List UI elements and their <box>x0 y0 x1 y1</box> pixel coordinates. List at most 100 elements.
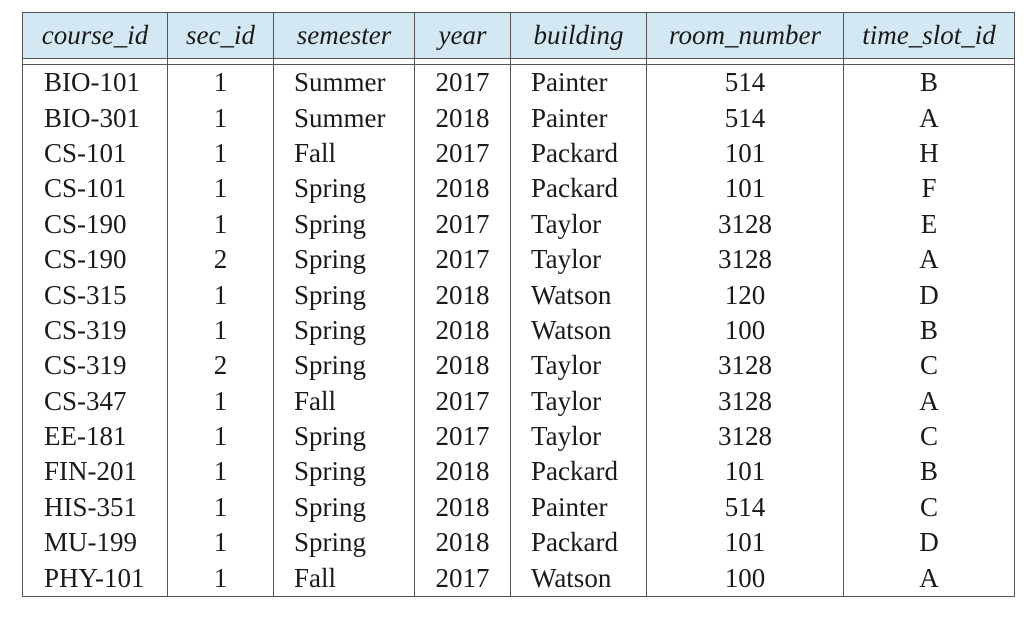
header-row: course_id sec_id semester year building … <box>22 12 1015 59</box>
cell-room-number: 3128 <box>646 383 844 419</box>
cell-room-number: 3128 <box>646 241 844 278</box>
column-header-building: building <box>510 12 647 59</box>
cell-sec-id: 1 <box>167 64 274 101</box>
cell-year: 2018 <box>414 454 511 490</box>
cell-course-id: CS-319 <box>22 312 168 349</box>
cell-sec-id: 1 <box>167 135 274 172</box>
cell-time-slot-id: C <box>843 348 1015 384</box>
cell-year: 2018 <box>414 348 511 384</box>
section-table-container: course_id sec_id semester year building … <box>22 12 1015 608</box>
cell-semester: Fall <box>273 135 415 172</box>
cell-semester: Spring <box>273 277 415 313</box>
cell-course-id: CS-315 <box>22 277 168 313</box>
cell-building: Taylor <box>510 206 647 242</box>
cell-room-number: 101 <box>646 171 844 207</box>
cell-course-id: MU-199 <box>22 525 168 561</box>
cell-semester: Summer <box>273 64 415 101</box>
cell-building: Taylor <box>510 241 647 278</box>
cell-semester: Spring <box>273 525 415 561</box>
table-row: CS-190 2 Spring 2017 Taylor 3128 A <box>22 241 1015 278</box>
table-row: HIS-351 1 Spring 2018 Painter 514 C <box>22 489 1015 526</box>
section-table: course_id sec_id semester year building … <box>22 12 1015 597</box>
cell-room-number: 100 <box>646 560 844 597</box>
cell-building: Packard <box>510 525 647 561</box>
cell-course-id: BIO-101 <box>22 64 168 101</box>
cell-time-slot-id: B <box>843 312 1015 349</box>
table-row: CS-101 1 Fall 2017 Packard 101 H <box>22 135 1015 172</box>
cell-year: 2018 <box>414 312 511 349</box>
cell-time-slot-id: A <box>843 560 1015 597</box>
cell-semester: Spring <box>273 312 415 349</box>
cell-course-id: CS-347 <box>22 383 168 419</box>
cell-time-slot-id: D <box>843 277 1015 313</box>
cell-building: Packard <box>510 171 647 207</box>
cell-time-slot-id: B <box>843 64 1015 101</box>
cell-sec-id: 1 <box>167 277 274 313</box>
cell-building: Taylor <box>510 418 647 455</box>
cell-year: 2018 <box>414 100 511 136</box>
cell-semester: Spring <box>273 171 415 207</box>
cell-time-slot-id: H <box>843 135 1015 172</box>
cell-room-number: 101 <box>646 135 844 172</box>
cell-sec-id: 2 <box>167 241 274 278</box>
cell-building: Taylor <box>510 348 647 384</box>
cell-room-number: 101 <box>646 525 844 561</box>
table-header: course_id sec_id semester year building … <box>22 12 1015 65</box>
cell-time-slot-id: E <box>843 206 1015 242</box>
cell-time-slot-id: A <box>843 241 1015 278</box>
cell-building: Painter <box>510 489 647 526</box>
cell-year: 2017 <box>414 206 511 242</box>
cell-sec-id: 1 <box>167 454 274 490</box>
column-header-sec-id: sec_id <box>167 12 274 59</box>
cell-sec-id: 1 <box>167 383 274 419</box>
cell-room-number: 514 <box>646 100 844 136</box>
cell-year: 2017 <box>414 383 511 419</box>
cell-course-id: CS-190 <box>22 241 168 278</box>
cell-year: 2017 <box>414 241 511 278</box>
table-row: BIO-101 1 Summer 2017 Painter 514 B <box>22 64 1015 101</box>
cell-room-number: 120 <box>646 277 844 313</box>
table-row: CS-347 1 Fall 2017 Taylor 3128 A <box>22 383 1015 419</box>
cell-building: Painter <box>510 100 647 136</box>
cell-room-number: 100 <box>646 312 844 349</box>
cell-course-id: CS-319 <box>22 348 168 384</box>
cell-course-id: BIO-301 <box>22 100 168 136</box>
table-row: CS-101 1 Spring 2018 Packard 101 F <box>22 171 1015 207</box>
cell-semester: Spring <box>273 454 415 490</box>
cell-course-id: HIS-351 <box>22 489 168 526</box>
cell-year: 2017 <box>414 418 511 455</box>
cell-room-number: 3128 <box>646 348 844 384</box>
cell-semester: Spring <box>273 241 415 278</box>
cell-course-id: EE-181 <box>22 418 168 455</box>
column-header-semester: semester <box>273 12 415 59</box>
cell-sec-id: 1 <box>167 418 274 455</box>
cell-room-number: 514 <box>646 64 844 101</box>
cell-semester: Summer <box>273 100 415 136</box>
separator-cell <box>843 58 1015 65</box>
cell-course-id: CS-101 <box>22 171 168 207</box>
cell-building: Packard <box>510 454 647 490</box>
cell-time-slot-id: F <box>843 171 1015 207</box>
cell-sec-id: 1 <box>167 560 274 597</box>
cell-year: 2018 <box>414 489 511 526</box>
table-row: CS-190 1 Spring 2017 Taylor 3128 E <box>22 206 1015 242</box>
cell-time-slot-id: B <box>843 454 1015 490</box>
cell-time-slot-id: D <box>843 525 1015 561</box>
cell-building: Watson <box>510 277 647 313</box>
cell-semester: Fall <box>273 560 415 597</box>
cell-course-id: PHY-101 <box>22 560 168 597</box>
cell-semester: Fall <box>273 383 415 419</box>
cell-semester: Spring <box>273 489 415 526</box>
cell-year: 2017 <box>414 64 511 101</box>
table-row: MU-199 1 Spring 2018 Packard 101 D <box>22 525 1015 561</box>
cell-sec-id: 1 <box>167 206 274 242</box>
cell-time-slot-id: C <box>843 489 1015 526</box>
header-separator <box>22 58 1015 65</box>
table-row: CS-315 1 Spring 2018 Watson 120 D <box>22 277 1015 313</box>
cell-time-slot-id: C <box>843 418 1015 455</box>
cell-sec-id: 2 <box>167 348 274 384</box>
cell-sec-id: 1 <box>167 525 274 561</box>
cell-semester: Spring <box>273 348 415 384</box>
cell-sec-id: 1 <box>167 489 274 526</box>
table-row: PHY-101 1 Fall 2017 Watson 100 A <box>22 560 1015 597</box>
